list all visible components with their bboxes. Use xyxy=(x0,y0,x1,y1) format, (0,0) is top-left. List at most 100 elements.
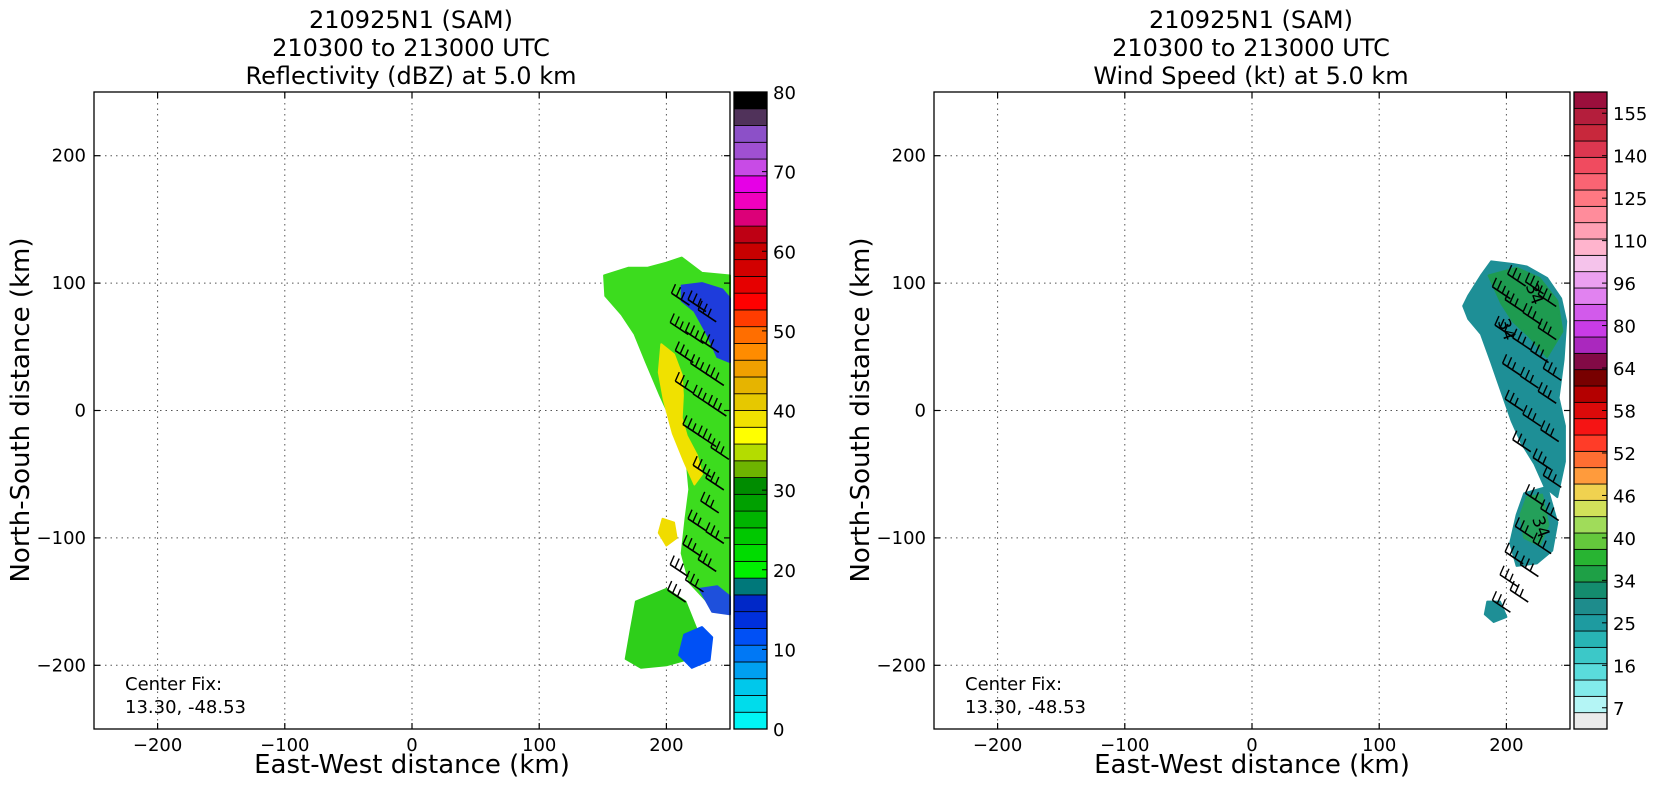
wind-colorbar-segment xyxy=(1573,205,1608,224)
reflectivity-wind-barb xyxy=(684,570,704,593)
wind-wind-barb xyxy=(1540,420,1560,443)
reflectivity-wind-barb xyxy=(692,455,712,478)
reflectivity-title-line-2: 210300 to 213000 UTC xyxy=(272,34,550,62)
reflectivity-wind-barbs xyxy=(667,283,730,603)
wind-wind-barb xyxy=(1537,285,1557,308)
wind-grid xyxy=(934,92,1570,729)
reflectivity-wind-barb xyxy=(682,534,702,557)
wind-x-tick-label: 0 xyxy=(1246,735,1257,756)
reflectivity-center-fix-value: 13.30, -48.53 xyxy=(125,697,246,718)
reflectivity-colorbar-segment xyxy=(733,108,768,126)
wind-colorbar-tick-label: 140 xyxy=(1613,147,1647,168)
wind-wind-barb xyxy=(1532,448,1552,471)
wind-colorbar-segment xyxy=(1573,630,1608,648)
wind-colorbar-tick-label: 46 xyxy=(1613,486,1636,507)
reflectivity-colorbar-segment xyxy=(733,175,768,193)
wind-colorbar-segment xyxy=(1573,369,1608,387)
reflectivity-colorbar-segment xyxy=(733,678,768,696)
reflectivity-grid xyxy=(94,92,730,729)
reflectivity-colorbar-segment xyxy=(733,91,768,110)
reflectivity-ticks: −200 −100 0 100 200 200 100 0 −100 −200 xyxy=(37,92,730,756)
reflectivity-wind-barb xyxy=(669,555,689,578)
wind-x-tick-label: 200 xyxy=(1489,735,1523,756)
reflectivity-wind-barb xyxy=(705,364,725,387)
reflectivity-wind-barb xyxy=(705,468,725,491)
wind-x-axis-label: East-West distance (km) xyxy=(1094,750,1410,780)
reflectivity-colorbar-segment xyxy=(733,544,768,562)
wind-colorbar-segment xyxy=(1573,565,1608,583)
wind-colorbar-segment xyxy=(1573,91,1608,109)
wind-wind-barb xyxy=(1507,264,1527,287)
wind-colorbar-segment xyxy=(1573,156,1608,175)
reflectivity-wind-barb xyxy=(670,283,690,306)
reflectivity-colorbar-segment xyxy=(733,661,768,680)
reflectivity-colorbar-segment xyxy=(733,292,768,311)
reflectivity-colorbar-tick-label: 40 xyxy=(773,402,796,423)
wind-colorbar-segment xyxy=(1573,385,1608,403)
wind-wind-barb xyxy=(1537,318,1557,341)
reflectivity-y-axis-label: North-South distance (km) xyxy=(6,237,36,582)
reflectivity-x-axis-label: East-West distance (km) xyxy=(254,750,570,780)
wind-y-axis-label: North-South distance (km) xyxy=(846,237,876,582)
reflectivity-wind-barb xyxy=(707,394,727,417)
reflectivity-colorbar-segment xyxy=(733,460,768,478)
reflectivity-colorbar-segment xyxy=(733,443,768,462)
reflectivity-colorbar-segment xyxy=(733,410,768,428)
wind-colorbar-tick-label: 52 xyxy=(1613,444,1636,465)
wind-x-tick-label: −100 xyxy=(1100,735,1149,756)
reflectivity-colorbar-segment xyxy=(733,309,768,328)
wind-colorbar-segment xyxy=(1573,516,1608,534)
reflectivity-colorbar-tick-label: 50 xyxy=(773,322,796,343)
reflectivity-colorbar-segment xyxy=(733,695,768,713)
reflectivity-wind-barb xyxy=(669,313,689,336)
reflectivity-colorbar-segment xyxy=(733,208,768,227)
reflectivity-echo-yellow-3 xyxy=(657,517,678,547)
wind-colorbar-segment xyxy=(1573,336,1608,354)
reflectivity-x-tick-label: 0 xyxy=(406,735,417,756)
reflectivity-wind-barb xyxy=(697,300,717,323)
reflectivity-colorbar-segment xyxy=(733,628,768,646)
reflectivity-colorbar-segment xyxy=(733,125,768,143)
reflectivity-colorbar-segment xyxy=(733,493,768,512)
wind-colorbar-tick-label: 110 xyxy=(1613,232,1647,253)
reflectivity-colorbar-tick-label: 60 xyxy=(773,242,796,263)
wind-center-fix-label: Center Fix: xyxy=(965,674,1062,695)
wind-speed-panel: 210925N1 (SAM) 210300 to 213000 UTC Wind… xyxy=(846,6,1647,780)
wind-wind-barb xyxy=(1529,341,1550,364)
wind-colorbar-segment xyxy=(1573,173,1608,191)
reflectivity-colorbar-segment xyxy=(733,611,768,629)
reflectivity-x-tick-label: 100 xyxy=(522,735,556,756)
reflectivity-colorbar-segment xyxy=(733,510,768,529)
wind-wind-barb xyxy=(1519,555,1539,578)
wind-wind-barb xyxy=(1522,303,1542,325)
wind-colorbar-tick-label: 40 xyxy=(1613,529,1636,550)
wind-colorbar-segment xyxy=(1573,450,1608,469)
wind-wind-barb xyxy=(1504,290,1524,313)
wind-colorbar-segment xyxy=(1573,483,1608,501)
reflectivity-panel: 210925N1 (SAM) 210300 to 213000 UTC Refl… xyxy=(6,6,796,780)
wind-wind-barb xyxy=(1509,580,1529,603)
reflectivity-wind-barb xyxy=(700,491,720,514)
wind-wind-barb xyxy=(1540,499,1560,522)
wind-x-tick-label: 100 xyxy=(1362,735,1396,756)
wind-colorbar-tick-label: 64 xyxy=(1613,359,1636,380)
wind-wind-barb xyxy=(1524,272,1544,295)
wind-colorbar-segment xyxy=(1573,646,1608,665)
wind-colorbar-segment xyxy=(1573,140,1608,158)
wind-title-line-3: Wind Speed (kt) at 5.0 km xyxy=(1093,62,1408,90)
wind-title-line-1: 210925N1 (SAM) xyxy=(1149,6,1353,34)
wind-wind-barb xyxy=(1494,315,1514,338)
wind-echo-green-1 xyxy=(1487,266,1564,358)
reflectivity-colorbar-segment xyxy=(733,527,768,546)
wind-colorbar-segment xyxy=(1573,107,1608,126)
wind-echoes xyxy=(1462,260,1568,623)
reflectivity-y-tick-label: 100 xyxy=(52,273,86,294)
wind-wind-barb xyxy=(1542,359,1562,382)
reflectivity-colorbar-segment xyxy=(733,393,768,411)
reflectivity-colorbar-tick-label: 30 xyxy=(773,481,796,502)
wind-wind-barb xyxy=(1512,430,1532,453)
reflectivity-wind-barb xyxy=(687,290,707,313)
reflectivity-wind-barb xyxy=(705,522,725,545)
reflectivity-center-fix-label: Center Fix: xyxy=(125,674,222,695)
